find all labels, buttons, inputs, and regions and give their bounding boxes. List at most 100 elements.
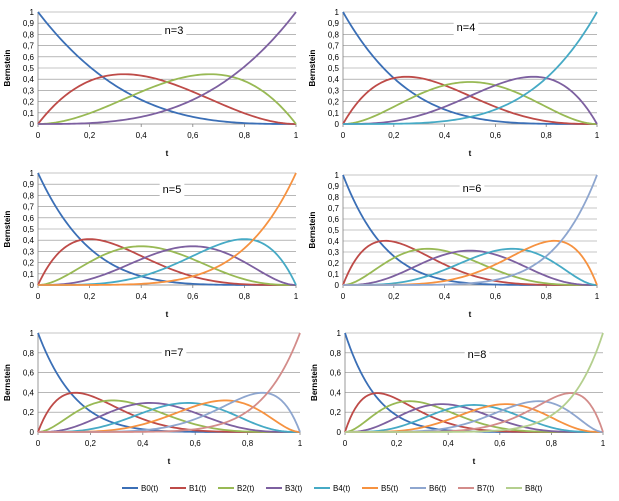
y-tick-label: 0,9 xyxy=(23,180,35,189)
y-axis-title: Bernstein xyxy=(308,49,317,86)
y-tick-label: 0,4 xyxy=(328,75,340,84)
y-tick-label: 0,2 xyxy=(328,259,340,268)
y-tick-label: 0,1 xyxy=(23,109,35,118)
y-tick-label: 0 xyxy=(30,120,35,129)
y-tick-label: 0,3 xyxy=(23,247,35,256)
series-line-b3t xyxy=(38,402,300,433)
y-tick-label: 0,1 xyxy=(328,270,340,279)
x-tick-label: 0,2 xyxy=(84,131,96,140)
legend-item: B4(t) xyxy=(314,484,351,493)
y-tick-label: 0,4 xyxy=(328,237,340,246)
x-tick-label: 0,2 xyxy=(84,292,96,301)
y-tick-label: 0,8 xyxy=(23,191,35,200)
x-tick-label: 0 xyxy=(36,439,41,448)
legend-item: B7(t) xyxy=(458,484,495,493)
x-tick-label: 1 xyxy=(601,439,606,448)
chart-panel-n5: 0 0,1 0,2 0,3 0,4 0,5 0,6 0,7 0,8 0,9 1 0 0,2 0,4 0,6 0… xyxy=(3,169,299,319)
legend-label: B3(t) xyxy=(285,484,303,493)
x-tick-label: 1 xyxy=(595,292,600,301)
x-tick-label: 1 xyxy=(595,131,600,140)
x-tick-label: 0 xyxy=(341,292,346,301)
series-line-b8t xyxy=(345,332,604,433)
x-tick-label: 0,8 xyxy=(541,292,553,301)
y-tick-label: 0,4 xyxy=(23,75,35,84)
y-tick-label: 0,5 xyxy=(328,64,340,73)
y-tick-label: 0 xyxy=(30,428,35,437)
series-line-b4t xyxy=(345,404,603,433)
series-line-b7t xyxy=(345,392,604,433)
x-tick-label: 0,8 xyxy=(239,292,251,301)
y-axis-title: Bernstein xyxy=(3,49,12,86)
y-tick-label: 0,6 xyxy=(23,53,35,62)
y-axis-title: Bernstein xyxy=(3,364,12,401)
x-tick-label: 0,4 xyxy=(137,439,149,448)
y-tick-label: 1 xyxy=(337,329,342,338)
y-tick-label: 0,2 xyxy=(328,98,340,107)
x-tick-label: 0,8 xyxy=(546,439,558,448)
panel-label: n=3 xyxy=(165,25,184,37)
y-tick-label: 1 xyxy=(30,8,35,17)
y-tick-label: 0,4 xyxy=(330,388,342,397)
series-line-b3t xyxy=(38,11,297,125)
y-tick-label: 0,5 xyxy=(328,226,340,235)
y-tick-label: 0,8 xyxy=(328,30,340,39)
y-tick-label: 0,9 xyxy=(23,19,35,28)
y-tick-label: 0,5 xyxy=(23,225,35,234)
legend: B0(t) B1(t) B2(t) B3(t) B4(t) B5(t) B6(t) B7(t)… xyxy=(122,484,543,493)
y-tick-label: 0,3 xyxy=(23,86,35,95)
y-tick-label: 0,7 xyxy=(23,42,35,51)
y-axis-title: Bernstein xyxy=(3,210,12,247)
legend-label: B1(t) xyxy=(189,484,207,493)
x-tick-label: 0,2 xyxy=(85,439,97,448)
y-tick-label: 0,4 xyxy=(23,236,35,245)
series-line-b4t xyxy=(38,402,300,433)
series-line-b1t xyxy=(37,238,296,286)
panel-label: n=6 xyxy=(463,183,482,195)
x-tick-label: 1 xyxy=(298,439,303,448)
x-tick-label: 0,8 xyxy=(242,439,254,448)
series-line-b3t xyxy=(38,245,297,286)
panel-label-background xyxy=(464,348,490,362)
y-tick-label: 0,8 xyxy=(23,349,35,358)
legend-label: B2(t) xyxy=(237,484,255,493)
x-tick-label: 0,6 xyxy=(490,292,502,301)
x-tick-label: 0,8 xyxy=(541,131,553,140)
series-line-b5t xyxy=(38,172,297,286)
y-axis-title: Bernstein xyxy=(310,364,319,401)
panel-label: n=8 xyxy=(468,349,487,361)
x-tick-label: 1 xyxy=(294,292,299,301)
y-tick-label: 0,4 xyxy=(23,388,35,397)
panel-label: n=7 xyxy=(165,347,184,359)
panel-label-background xyxy=(161,24,187,38)
y-tick-label: 0 xyxy=(337,428,342,437)
legend-item: B2(t) xyxy=(218,484,255,493)
y-tick-label: 0,1 xyxy=(23,270,35,279)
y-tick-label: 1 xyxy=(335,171,340,180)
x-tick-label: 0,4 xyxy=(439,131,451,140)
x-tick-label: 0,4 xyxy=(136,131,148,140)
y-tick-label: 0 xyxy=(335,120,340,129)
x-tick-label: 0,4 xyxy=(443,439,455,448)
legend-item: B3(t) xyxy=(266,484,303,493)
legend-label: B7(t) xyxy=(477,484,495,493)
x-tick-label: 0,8 xyxy=(239,131,251,140)
y-tick-label: 0,6 xyxy=(330,369,342,378)
x-tick-label: 0 xyxy=(36,131,41,140)
y-tick-label: 1 xyxy=(335,8,340,17)
y-tick-label: 0,2 xyxy=(23,408,35,417)
x-tick-label: 0 xyxy=(341,131,346,140)
x-tick-label: 1 xyxy=(294,131,299,140)
legend-item: B6(t) xyxy=(410,484,447,493)
y-tick-label: 0,3 xyxy=(328,248,340,257)
y-tick-label: 0,6 xyxy=(23,214,35,223)
chart-panel-n7: 0 0,2 0,4 0,6 0,8 1 0 0,2 0,4 0,6 0,8 1 t Bernstein n=… xyxy=(3,329,303,466)
x-axis-title: t xyxy=(166,149,169,158)
x-tick-label: 0,2 xyxy=(391,439,403,448)
panel-label: n=5 xyxy=(163,184,182,196)
x-tick-label: 0,2 xyxy=(388,292,400,301)
legend-label: B4(t) xyxy=(333,484,351,493)
legend-label: B5(t) xyxy=(381,484,399,493)
chart-panel-n6: 0 0,1 0,2 0,3 0,4 0,5 0,6 0,7 0,8 0,9 1 0 0,2 0,4 0,6 0… xyxy=(308,171,600,319)
y-tick-label: 0 xyxy=(30,281,35,290)
y-axis-title: Bernstein xyxy=(308,211,317,248)
